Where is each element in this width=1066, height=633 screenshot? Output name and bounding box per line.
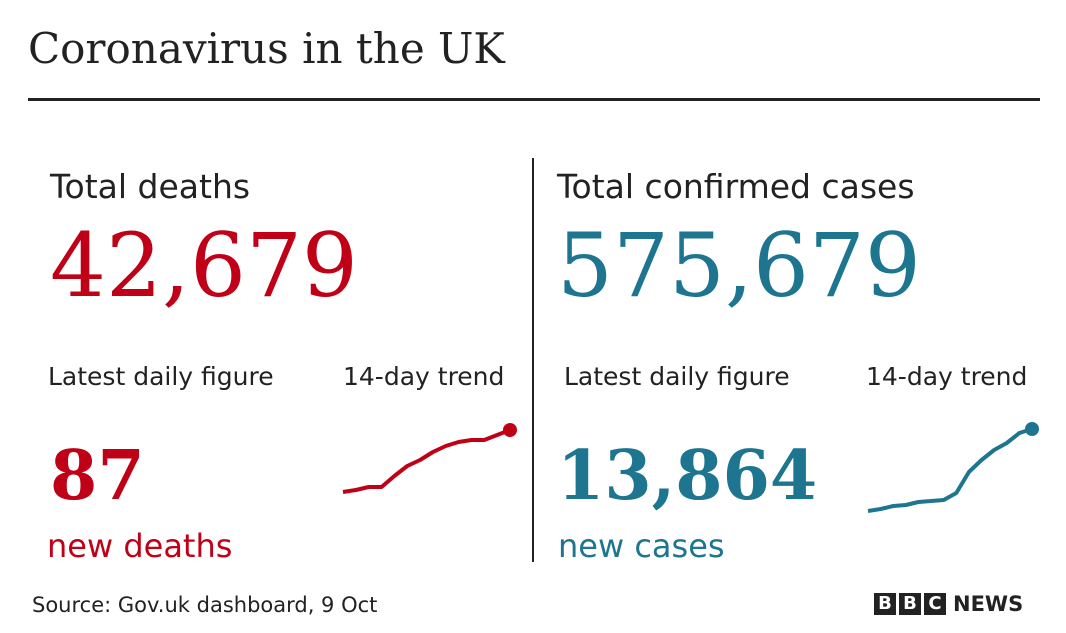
trend-label: 14-day trend (866, 362, 1028, 391)
latest-value: 13,864 (557, 436, 818, 516)
divider (532, 158, 534, 562)
trend-label: 14-day trend (343, 362, 505, 391)
latest-unit: new cases (558, 527, 725, 565)
logo: B B C NEWS (874, 593, 1023, 615)
latest-unit: new deaths (47, 527, 233, 565)
logo-letter: B (874, 593, 896, 615)
source: Source: Gov.uk dashboard, 9 Oct (32, 593, 378, 617)
logo-text: NEWS (953, 591, 1024, 616)
panel-total: 575,679 (557, 214, 921, 317)
trend-end (1025, 422, 1039, 436)
latest-value: 87 (50, 436, 145, 516)
latest-label: Latest daily figure (564, 362, 790, 391)
panel-heading: Total confirmed cases (557, 167, 915, 206)
title: Coronavirus in the UK (28, 24, 505, 73)
rule (28, 98, 1040, 101)
trend-line (867, 427, 1033, 513)
trend-line (342, 428, 511, 494)
trend-end (503, 423, 517, 437)
logo-letter: B (899, 593, 921, 615)
panel-total: 42,679 (50, 214, 358, 317)
panel-heading: Total deaths (50, 167, 251, 206)
logo-letter: C (924, 593, 946, 615)
latest-label: Latest daily figure (48, 362, 274, 391)
